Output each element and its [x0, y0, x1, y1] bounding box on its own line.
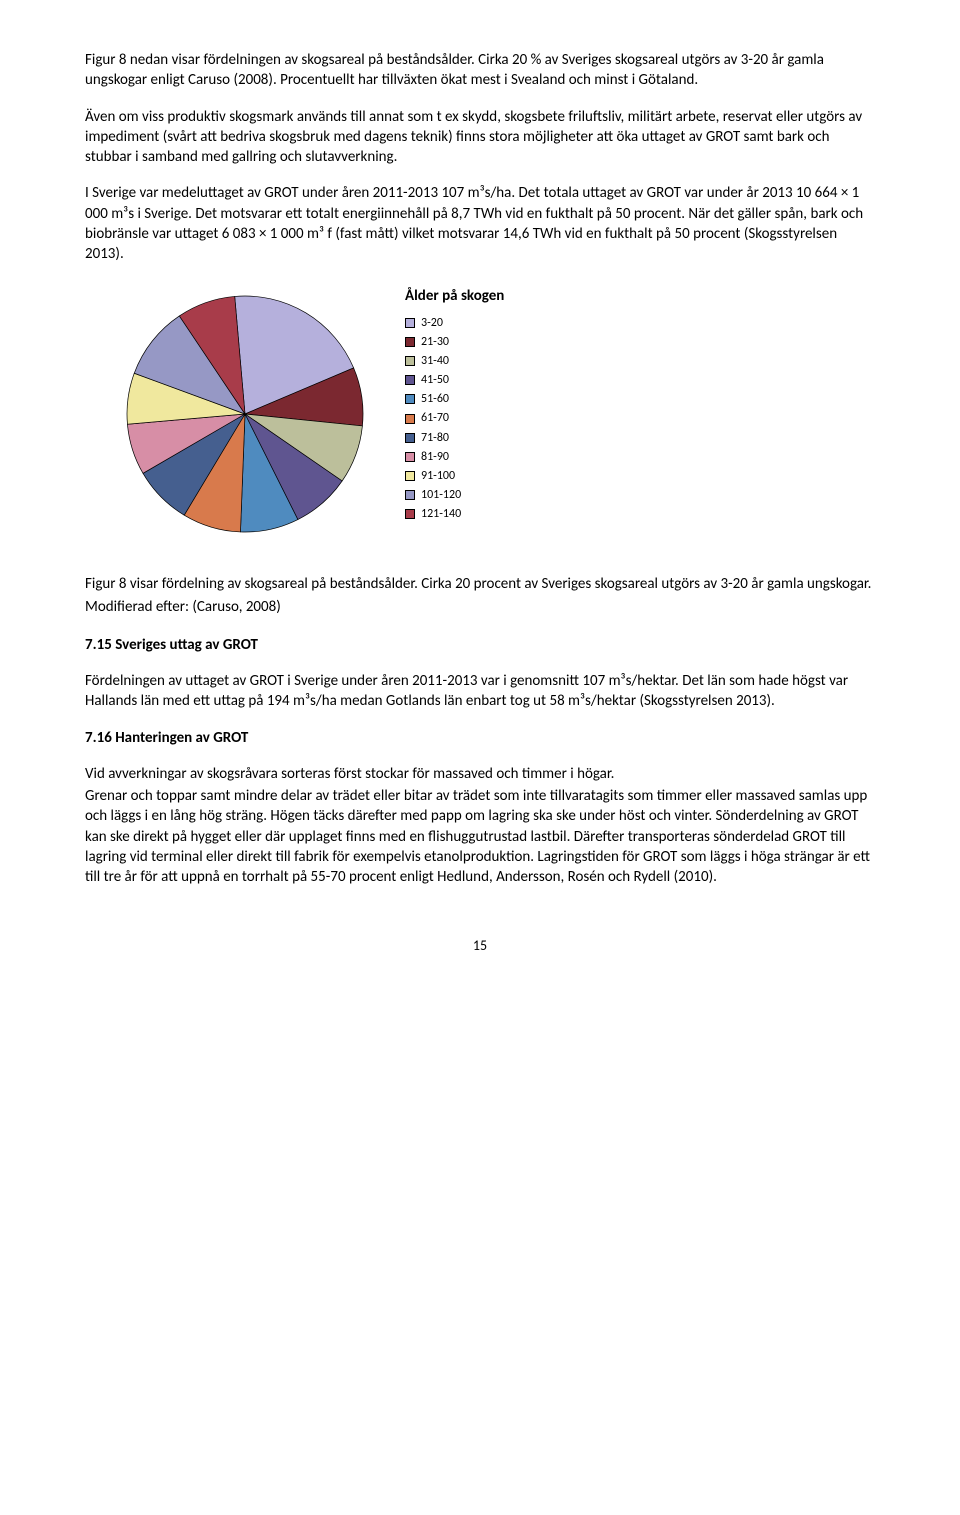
section-7-15-title: 7.15 Sveriges uttag av GROT — [85, 635, 875, 655]
legend-label: 61-70 — [421, 410, 449, 426]
legend-label: 51-60 — [421, 391, 449, 407]
legend-swatch — [405, 509, 415, 519]
legend-item: 121-140 — [405, 506, 504, 522]
legend-item: 41-50 — [405, 372, 504, 388]
figure-8: Ålder på skogen 3-2021-3031-4041-5051-60… — [125, 294, 875, 534]
paragraph-intro-2: Även om viss produktiv skogsmark används… — [85, 107, 875, 168]
legend-item: 101-120 — [405, 487, 504, 503]
page-number: 15 — [85, 937, 875, 956]
legend-item: 61-70 — [405, 410, 504, 426]
legend-label: 31-40 — [421, 353, 449, 369]
chart-legend: Ålder på skogen 3-20 21-30 31-40 41-50 51-60… — [405, 286, 504, 522]
legend-label: 121-140 — [421, 506, 461, 522]
legend-label: 91-100 — [421, 468, 455, 484]
section-7-16-body-2: Grenar och toppar samt mindre delar av t… — [85, 786, 875, 887]
legend-swatch — [405, 356, 415, 366]
figure-caption: Figur 8 visar fördelning av skogsareal p… — [85, 574, 875, 594]
legend-swatch — [405, 490, 415, 500]
figure-source: Modifierad efter: (Caruso, 2008) — [85, 597, 875, 617]
legend-swatch — [405, 337, 415, 347]
legend-label: 101-120 — [421, 487, 461, 503]
legend-swatch — [405, 318, 415, 328]
chart-title: Ålder på skogen — [405, 286, 504, 306]
legend-swatch — [405, 452, 415, 462]
paragraph-intro-1: Figur 8 nedan visar fördelningen av skog… — [85, 50, 875, 91]
legend-item: 71-80 — [405, 430, 504, 446]
legend-label: 3-20 — [421, 315, 443, 331]
legend-swatch — [405, 471, 415, 481]
section-7-15-body: Fördelningen av uttaget av GROT i Sverig… — [85, 671, 875, 712]
legend-item: 31-40 — [405, 353, 504, 369]
legend-swatch — [405, 414, 415, 424]
paragraph-intro-3: I Sverige var medeluttaget av GROT under… — [85, 183, 875, 264]
legend-item: 21-30 — [405, 334, 504, 350]
legend-item: 3-20 — [405, 315, 504, 331]
legend-label: 71-80 — [421, 430, 449, 446]
legend-swatch — [405, 394, 415, 404]
pie-chart — [125, 294, 365, 534]
legend-label: 81-90 — [421, 449, 449, 465]
legend-swatch — [405, 433, 415, 443]
section-7-16-body-1: Vid avverkningar av skogsråvara sorteras… — [85, 764, 875, 784]
legend-item: 81-90 — [405, 449, 504, 465]
legend-item: 91-100 — [405, 468, 504, 484]
legend-swatch — [405, 375, 415, 385]
section-7-16-title: 7.16 Hanteringen av GROT — [85, 728, 875, 748]
legend-label: 21-30 — [421, 334, 449, 350]
legend-label: 41-50 — [421, 372, 449, 388]
legend-item: 51-60 — [405, 391, 504, 407]
